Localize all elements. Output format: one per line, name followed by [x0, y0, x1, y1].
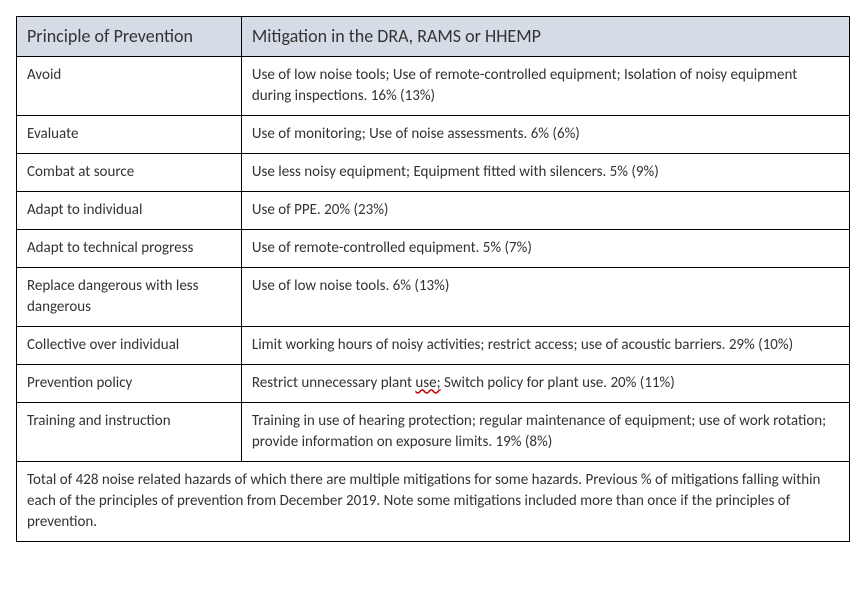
cell-principle: Collective over individual: [17, 327, 242, 365]
cell-principle: Evaluate: [17, 116, 242, 154]
table-row: Training and instruction Training in use…: [17, 403, 850, 462]
cell-principle: Adapt to individual: [17, 192, 242, 230]
mitigation-text-suffix: Switch policy for plant use. 20% (11%): [441, 374, 675, 392]
footer-cell: Total of 428 noise related hazards of wh…: [17, 462, 850, 542]
cell-mitigation: Use of monitoring; Use of noise assessme…: [241, 116, 849, 154]
table-row: Collective over individual Limit working…: [17, 327, 850, 365]
cell-mitigation: Use of remote-controlled equipment. 5% (…: [241, 230, 849, 268]
footer-row: Total of 428 noise related hazards of wh…: [17, 462, 850, 542]
cell-mitigation: Restrict unnecessary plant use; Switch p…: [241, 365, 849, 403]
cell-principle: Prevention policy: [17, 365, 242, 403]
header-principle: Principle of Prevention: [17, 17, 242, 57]
mitigation-text-prefix: Restrict unnecessary plant: [252, 374, 415, 392]
cell-mitigation: Limit working hours of noisy activities;…: [241, 327, 849, 365]
table-row: Evaluate Use of monitoring; Use of noise…: [17, 116, 850, 154]
table-row: Prevention policy Restrict unnecessary p…: [17, 365, 850, 403]
cell-mitigation: Training in use of hearing protection; r…: [241, 403, 849, 462]
cell-principle: Avoid: [17, 57, 242, 116]
mitigation-text-underlined: use;: [415, 374, 440, 392]
cell-principle: Adapt to technical progress: [17, 230, 242, 268]
table-row: Combat at source Use less noisy equipmen…: [17, 154, 850, 192]
table-row: Replace dangerous with less dangerous Us…: [17, 268, 850, 327]
cell-mitigation: Use of low noise tools; Use of remote-co…: [241, 57, 849, 116]
cell-principle: Combat at source: [17, 154, 242, 192]
header-mitigation: Mitigation in the DRA, RAMS or HHEMP: [241, 17, 849, 57]
cell-mitigation: Use less noisy equipment; Equipment fitt…: [241, 154, 849, 192]
table-row: Adapt to technical progress Use of remot…: [17, 230, 850, 268]
cell-principle: Replace dangerous with less dangerous: [17, 268, 242, 327]
cell-principle: Training and instruction: [17, 403, 242, 462]
cell-mitigation: Use of PPE. 20% (23%): [241, 192, 849, 230]
table-row: Adapt to individual Use of PPE. 20% (23%…: [17, 192, 850, 230]
principles-table: Principle of Prevention Mitigation in th…: [16, 16, 850, 542]
principles-table-container: Principle of Prevention Mitigation in th…: [16, 16, 850, 542]
table-row: Avoid Use of low noise tools; Use of rem…: [17, 57, 850, 116]
cell-mitigation: Use of low noise tools. 6% (13%): [241, 268, 849, 327]
header-row: Principle of Prevention Mitigation in th…: [17, 17, 850, 57]
